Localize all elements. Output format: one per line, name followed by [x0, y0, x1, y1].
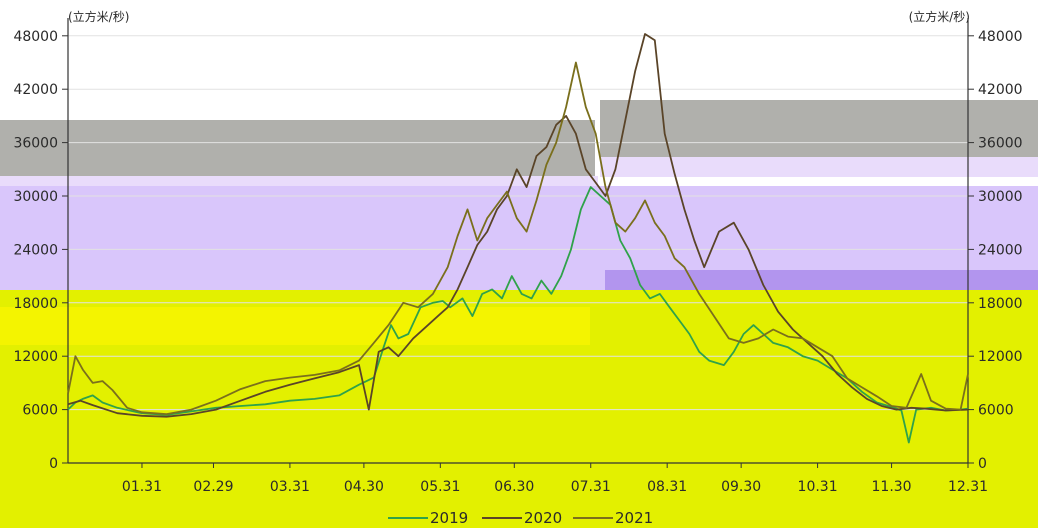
xtick-label: 03.31: [270, 479, 310, 495]
xtick-label: 05.31: [420, 479, 460, 495]
xtick-label: 01.31: [122, 479, 162, 495]
ytick-label-left: 30000: [13, 189, 58, 205]
xtick-label: 09.30: [721, 479, 761, 495]
axes: 0 0 6000 6000 12000 12000 18000 18000 24000 24000…: [13, 18, 1023, 495]
band-lilac-top-right: [600, 157, 1038, 177]
legend: 2019 2020 2021: [388, 509, 653, 527]
legend-label-2021: 2021: [615, 509, 653, 527]
ytick-label-left: 36000: [13, 136, 58, 152]
series-line-2021: [67, 61, 969, 415]
band-yellow-upper-left: [0, 307, 590, 345]
grid-lines: [68, 35, 968, 411]
ytick-label-left: 42000: [13, 82, 58, 98]
ytick-label-right: 42000: [978, 82, 1023, 98]
unit-label-left: (立方米/秒): [68, 9, 129, 24]
band-gray-left: [0, 120, 595, 176]
legend-label-2020: 2020: [524, 509, 562, 527]
ytick-label-left: 18000: [13, 296, 58, 312]
ytick-label-left: 12000: [13, 349, 58, 365]
ytick-label-right: 0: [978, 456, 987, 472]
xtick-label: 11.30: [872, 479, 912, 495]
xtick-label: 02.29: [193, 479, 233, 495]
ytick-label-left: 48000: [13, 29, 58, 45]
band-purple-right: [605, 270, 1038, 290]
background-bands: [0, 100, 1038, 528]
ytick-label-right: 24000: [978, 242, 1023, 258]
xtick-label: 12.31: [948, 479, 988, 495]
band-gray-right: [600, 100, 1038, 157]
ytick-label-left: 0: [49, 456, 58, 472]
ytick-label-left: 6000: [22, 403, 58, 419]
series-line-2020: [67, 33, 969, 418]
xtick-label: 04.30: [344, 479, 384, 495]
xtick-label: 10.31: [798, 479, 838, 495]
ytick-label-left: 24000: [13, 242, 58, 258]
series-line-2019: [67, 186, 969, 444]
ytick-label-right: 6000: [978, 403, 1014, 419]
ytick-label-right: 12000: [978, 349, 1023, 365]
ytick-label-right: 18000: [978, 296, 1023, 312]
ytick-label-right: 30000: [978, 189, 1023, 205]
series-lines: [67, 33, 969, 444]
xtick-label: 07.31: [571, 479, 611, 495]
xtick-label: 06.30: [494, 479, 534, 495]
ytick-label-right: 48000: [978, 29, 1023, 45]
unit-label-right: (立方米/秒): [909, 9, 970, 24]
xtick-label: 08.31: [647, 479, 687, 495]
ytick-label-right: 36000: [978, 136, 1023, 152]
legend-label-2019: 2019: [430, 509, 468, 527]
band-lilac-top-left: [0, 176, 598, 186]
